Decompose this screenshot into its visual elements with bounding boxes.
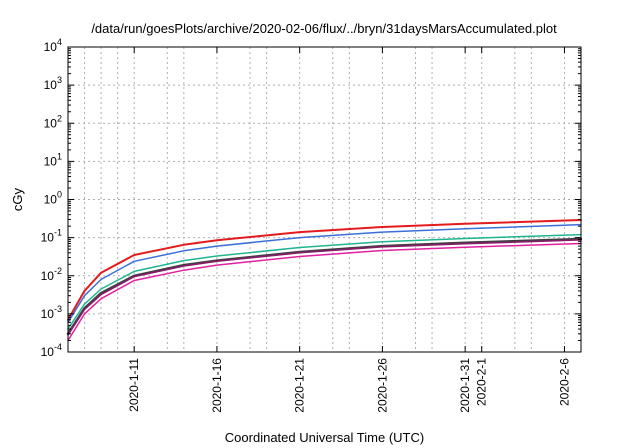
- x-tick-label: 2020-1-31: [458, 358, 472, 413]
- y-tick-label: 100: [44, 190, 62, 207]
- y-tick-label: 10-1: [41, 228, 62, 245]
- y-tick-label: 104: [44, 37, 62, 54]
- y-tick-label: 102: [44, 113, 62, 130]
- x-tick-label: 2020-1-26: [375, 358, 389, 413]
- y-tick-label: 10-3: [41, 304, 62, 321]
- series-line-5: [67, 239, 582, 336]
- y-axis-label: cGy: [10, 187, 25, 211]
- x-tick-label: 2020-1-16: [210, 358, 224, 413]
- series-line-4: [66, 237, 583, 336]
- series-line-3: [67, 233, 582, 330]
- series-line-6: [67, 242, 582, 342]
- series-layer: [66, 219, 583, 342]
- x-tick-label: 2020-2-1: [475, 358, 489, 406]
- x-tick-label: 2020-1-21: [293, 358, 307, 413]
- x-axis-label: Coordinated Universal Time (UTC): [225, 430, 424, 445]
- y-axis: 10-4 10-3 10-2 10-1 100 101 102 103 104: [41, 37, 581, 359]
- x-tick-label: 2020-1-11: [127, 358, 141, 412]
- grid: [68, 47, 581, 352]
- x-axis: 2020-1-11 2020-1-16 2020-1-21 2020-1-26 2020…: [127, 47, 571, 413]
- x-tick-label: 2020-2-6: [557, 358, 571, 406]
- y-tick-label: 10-4: [41, 342, 62, 359]
- y-tick-label: 101: [44, 151, 62, 168]
- series-line-2: [67, 223, 582, 324]
- chart-title: /data/run/goesPlots/archive/2020-02-06/f…: [91, 21, 557, 36]
- series-line-1: [67, 219, 582, 321]
- y-tick-label: 103: [44, 75, 62, 92]
- y-tick-label: 10-2: [41, 266, 62, 283]
